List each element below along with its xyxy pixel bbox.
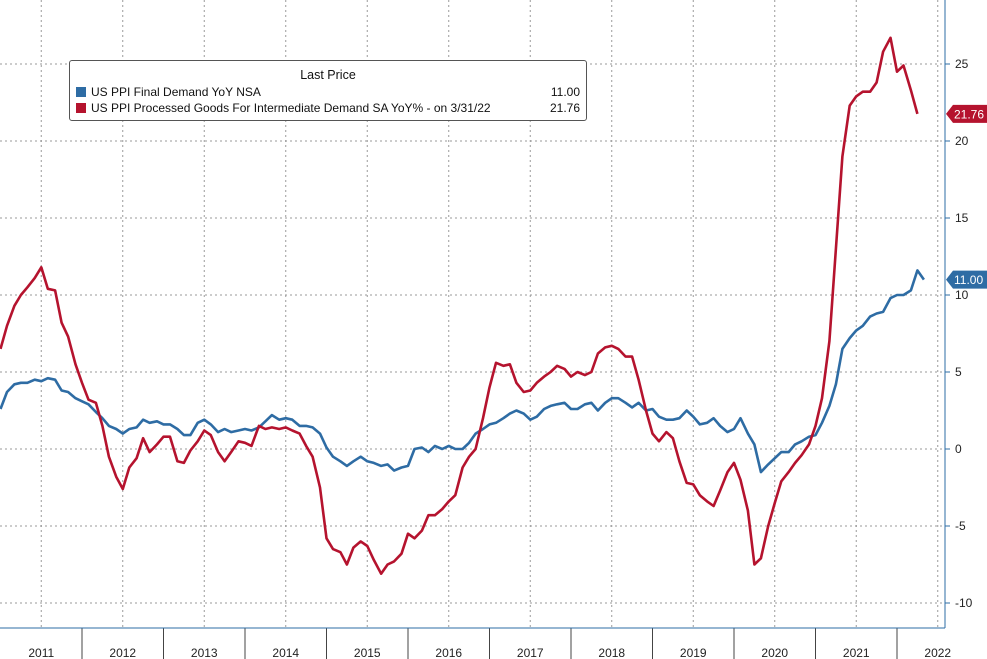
x-tick-label: 2016 — [435, 646, 462, 659]
y-tick-label: -10 — [955, 596, 973, 610]
x-tick-label: 2015 — [354, 646, 381, 659]
legend-value-processed-goods: 21.76 — [549, 101, 580, 115]
y-tick-label: 25 — [955, 57, 969, 71]
series-line-0 — [0, 269, 925, 474]
legend-value-final-demand: 11.00 — [550, 85, 580, 99]
legend-label-processed-goods: US PPI Processed Goods For Intermediate … — [91, 101, 491, 115]
legend-entry-final-demand: US PPI Final Demand YoY NSA 11.00 — [76, 84, 580, 100]
y-tick-label: -5 — [955, 519, 966, 533]
series-lines — [0, 36, 925, 575]
x-tick-label: 2017 — [517, 646, 544, 659]
x-tick-label: 2014 — [272, 646, 299, 659]
last-value-badge-bg — [946, 270, 987, 289]
last-value-badge-text: 21.76 — [954, 107, 984, 121]
x-tick-label: 2020 — [761, 646, 788, 659]
legend-label-final-demand: US PPI Final Demand YoY NSA — [91, 85, 261, 99]
x-tick-label: 2018 — [598, 646, 625, 659]
y-tick-label: 0 — [955, 442, 962, 456]
series-line-1 — [0, 36, 919, 575]
x-tick-label: 2022 — [924, 646, 951, 659]
last-value-badge-0: 11.00 — [946, 270, 987, 289]
y-tick-label: 10 — [955, 288, 969, 302]
legend-box: Last Price US PPI Final Demand YoY NSA 1… — [69, 60, 587, 121]
y-tick-label: 5 — [955, 365, 962, 379]
y-tick-label: 15 — [955, 211, 969, 225]
legend-header: Last Price — [300, 68, 356, 82]
legend-swatch-final-demand — [76, 87, 86, 97]
last-value-badge-1: 21.76 — [946, 104, 987, 123]
x-tick-label: 2019 — [680, 646, 707, 659]
y-tick-label: 20 — [955, 134, 969, 148]
legend-entry-processed-goods: US PPI Processed Goods For Intermediate … — [76, 100, 580, 116]
legend-swatch-processed-goods — [76, 103, 86, 113]
x-tick-label: 2012 — [109, 646, 136, 659]
last-value-badge-text: 11.00 — [954, 273, 983, 287]
x-tick-label: 2011 — [28, 646, 54, 659]
x-tick-label: 2021 — [843, 646, 870, 659]
x-tick-label: 2013 — [191, 646, 218, 659]
last-value-badge-bg — [946, 104, 987, 123]
